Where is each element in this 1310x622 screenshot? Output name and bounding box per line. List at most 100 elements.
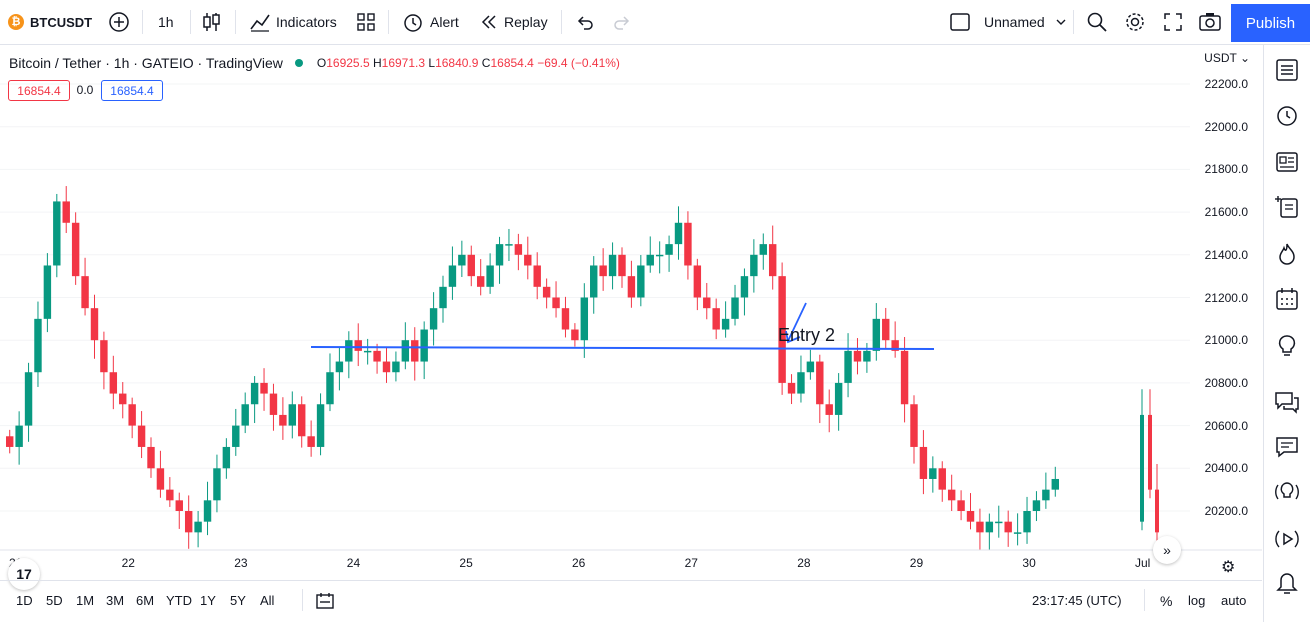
time-tick: 29 xyxy=(909,556,924,570)
candle-body xyxy=(514,244,523,255)
candles-icon xyxy=(203,13,220,31)
chats-icon[interactable] xyxy=(1274,389,1300,415)
candle-body xyxy=(429,308,438,330)
price-tick: 20600.0 xyxy=(1204,418,1248,433)
candle-body xyxy=(740,276,749,298)
replay-label: Replay xyxy=(504,14,548,30)
scroll-to-realtime-button[interactable]: » xyxy=(1153,536,1181,564)
settings-button[interactable] xyxy=(1124,0,1146,44)
currency-label[interactable]: USDT ⌄ xyxy=(1204,51,1250,65)
streams-icon[interactable] xyxy=(1274,479,1300,505)
toolbar-divider xyxy=(190,10,191,34)
interval-button[interactable]: 1h xyxy=(158,14,174,30)
hotlist-flame-icon[interactable] xyxy=(1274,241,1300,267)
time-tick: 30 xyxy=(1022,556,1036,570)
calendar-icon[interactable] xyxy=(1274,286,1300,312)
undo-button[interactable] xyxy=(576,0,594,44)
range-button-1d[interactable]: 1D xyxy=(16,593,33,608)
candlestick-chart[interactable] xyxy=(0,45,1262,579)
gear-icon xyxy=(1126,13,1144,31)
add-list-icon[interactable] xyxy=(1274,194,1300,220)
time-tick: 23 xyxy=(234,556,248,570)
sell-price-box[interactable]: 16854.4 xyxy=(8,80,70,101)
right-sidebar xyxy=(1263,45,1310,622)
percent-scale-toggle[interactable]: % xyxy=(1160,593,1173,609)
chart-pane[interactable]: Bitcoin / Tether · 1h · GATEIO · Trading… xyxy=(0,45,1262,590)
symbol-search-button[interactable]: ₿ BTCUSDT xyxy=(8,0,92,44)
candle-body xyxy=(882,318,890,341)
buy-price-box[interactable]: 16854.4 xyxy=(101,80,163,101)
message-icon[interactable] xyxy=(1274,434,1300,460)
candle-body xyxy=(637,265,645,298)
candle-body xyxy=(533,265,541,287)
candle-body xyxy=(6,436,14,447)
range-button-5y[interactable]: 5Y xyxy=(230,593,246,608)
goto-date-button[interactable] xyxy=(316,592,334,615)
candle-body xyxy=(62,201,70,223)
candle-body xyxy=(476,276,485,287)
range-button-all[interactable]: All xyxy=(260,593,275,608)
auto-scale-toggle[interactable]: auto xyxy=(1221,593,1247,608)
candle-body xyxy=(1155,489,1159,533)
layout-menu-button[interactable]: Unnamed xyxy=(950,0,1067,44)
candle-body xyxy=(910,404,918,447)
templates-button[interactable] xyxy=(356,0,376,44)
range-button-3m[interactable]: 3M xyxy=(106,593,125,608)
candle-body xyxy=(373,350,381,362)
entry-annotation-label[interactable]: Entry 2 xyxy=(778,325,836,345)
compare-symbol-button[interactable] xyxy=(108,0,130,44)
range-button-ytd[interactable]: YTD xyxy=(166,593,192,608)
publish-button[interactable]: Publish xyxy=(1231,4,1310,42)
broadcast-play-icon[interactable] xyxy=(1274,526,1300,552)
ideas-lightbulb-icon[interactable] xyxy=(1274,333,1300,359)
candle-body xyxy=(646,254,654,266)
bitcoin-icon: ₿ xyxy=(8,14,24,30)
price-tick: 22000.0 xyxy=(1204,119,1248,134)
price-tick: 21000.0 xyxy=(1204,333,1248,348)
range-button-1y[interactable]: 1Y xyxy=(200,593,216,608)
search-button[interactable] xyxy=(1087,0,1107,44)
redo-icon xyxy=(614,16,630,30)
candle-body xyxy=(524,254,532,266)
redo-button[interactable] xyxy=(613,0,631,44)
log-scale-toggle[interactable]: log xyxy=(1188,593,1206,608)
watchlist-icon[interactable] xyxy=(1274,57,1300,83)
candle-body xyxy=(938,468,946,490)
tradingview-logo-icon[interactable]: 17 xyxy=(8,558,40,590)
time-tick: 27 xyxy=(684,556,698,570)
candle-body xyxy=(448,265,457,287)
candle-body xyxy=(505,244,513,246)
candle-body xyxy=(345,340,353,362)
candle-body xyxy=(260,382,268,394)
chart-type-button[interactable] xyxy=(202,0,222,44)
indicators-button[interactable]: Indicators xyxy=(249,0,337,44)
market-status-dot xyxy=(294,59,303,67)
candle-body xyxy=(891,340,899,351)
candle-body xyxy=(298,404,306,437)
candle-body xyxy=(90,308,99,341)
bottom-toolbar: 1D 5D 1M 3M 6M YTD 1Y 5Y All 23:17:45 (UTC) % lo… xyxy=(0,580,1262,621)
replay-button[interactable]: Replay xyxy=(480,0,548,44)
news-icon[interactable] xyxy=(1274,149,1300,175)
alarm-clock-icon[interactable] xyxy=(1274,102,1300,128)
candle-body xyxy=(81,276,89,309)
candle-body xyxy=(401,340,410,362)
scale-settings-gear-icon[interactable]: ⚙ xyxy=(1221,559,1236,576)
camera-icon xyxy=(1199,13,1221,31)
fullscreen-button[interactable] xyxy=(1164,0,1182,44)
time-tick: 28 xyxy=(797,556,811,570)
toolbar-divider xyxy=(302,589,303,611)
utc-clock[interactable]: 23:17:45 (UTC) xyxy=(1032,593,1122,608)
notifications-bell-icon[interactable] xyxy=(1274,571,1300,597)
candle-body xyxy=(825,404,833,415)
candle-body xyxy=(203,500,212,522)
candle-body xyxy=(354,340,362,351)
range-button-5d[interactable]: 5D xyxy=(46,593,63,608)
series-legend: Bitcoin / Tether · 1h · GATEIO · Trading… xyxy=(9,55,620,71)
candle-body xyxy=(750,254,758,277)
snapshot-button[interactable] xyxy=(1199,0,1221,44)
range-button-1m[interactable]: 1M xyxy=(76,593,95,608)
candle-body xyxy=(420,329,428,362)
range-button-6m[interactable]: 6M xyxy=(136,593,155,608)
alert-button[interactable]: Alert xyxy=(402,0,459,44)
